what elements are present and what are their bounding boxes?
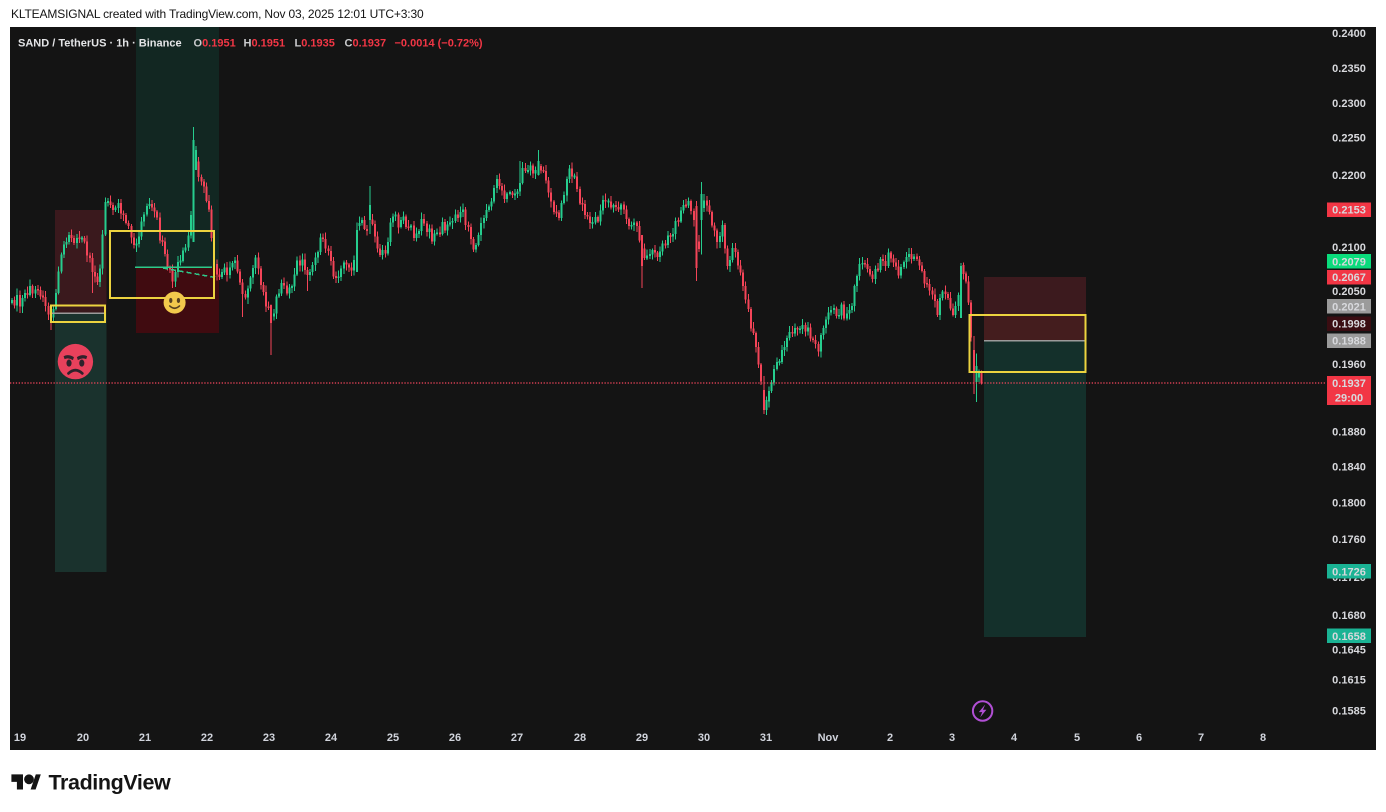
svg-text:0.2153: 0.2153	[1332, 205, 1366, 217]
svg-text:19: 19	[14, 732, 26, 744]
svg-text:0.2350: 0.2350	[1332, 63, 1366, 75]
svg-text:24: 24	[325, 732, 338, 744]
svg-text:28: 28	[574, 732, 586, 744]
svg-text:0.2400: 0.2400	[1332, 28, 1366, 40]
svg-text:0.2050: 0.2050	[1332, 286, 1366, 298]
svg-text:30: 30	[698, 732, 710, 744]
svg-text:0.1658: 0.1658	[1332, 631, 1366, 643]
svg-text:0.2021: 0.2021	[1332, 301, 1366, 313]
svg-text:21: 21	[139, 732, 151, 744]
svg-text:7: 7	[1198, 732, 1204, 744]
svg-text:0.1645: 0.1645	[1332, 645, 1366, 657]
svg-text:23: 23	[263, 732, 275, 744]
svg-text:0.2079: 0.2079	[1332, 257, 1366, 269]
svg-text:29: 29	[636, 732, 648, 744]
svg-text:L0.1935: L0.1935	[295, 38, 335, 50]
svg-text:2: 2	[887, 732, 893, 744]
svg-text:0.1800: 0.1800	[1332, 498, 1366, 510]
svg-text:0.2300: 0.2300	[1332, 98, 1366, 110]
svg-text:25: 25	[387, 732, 399, 744]
svg-text:TradingView: TradingView	[49, 771, 172, 795]
svg-text:0.1937: 0.1937	[1332, 378, 1366, 390]
svg-text:27: 27	[511, 732, 523, 744]
svg-text:5: 5	[1074, 732, 1080, 744]
svg-text:31: 31	[760, 732, 772, 744]
svg-text:0.1880: 0.1880	[1332, 427, 1366, 439]
svg-text:0.1960: 0.1960	[1332, 359, 1366, 371]
svg-text:Nov: Nov	[818, 732, 840, 744]
svg-text:0.2100: 0.2100	[1332, 242, 1366, 254]
svg-text:3: 3	[949, 732, 955, 744]
svg-text:0.1998: 0.1998	[1332, 319, 1366, 331]
svg-text:22: 22	[201, 732, 213, 744]
svg-text:SAND / TetherUS · 1h · Binance: SAND / TetherUS · 1h · Binance	[18, 38, 182, 50]
svg-text:0.1726: 0.1726	[1332, 566, 1366, 578]
svg-text:C0.1937: C0.1937	[345, 38, 387, 50]
svg-text:4: 4	[1011, 732, 1018, 744]
svg-text:6: 6	[1136, 732, 1142, 744]
svg-text:0.2067: 0.2067	[1332, 272, 1366, 284]
svg-text:0.1585: 0.1585	[1332, 705, 1366, 717]
svg-text:H0.1951: H0.1951	[244, 38, 286, 50]
svg-text:0.1615: 0.1615	[1332, 675, 1366, 687]
svg-text:0.2200: 0.2200	[1332, 170, 1366, 182]
svg-text:−0.0014 (−0.72%): −0.0014 (−0.72%)	[395, 38, 483, 50]
svg-text:26: 26	[449, 732, 461, 744]
svg-text:0.1840: 0.1840	[1332, 462, 1366, 474]
svg-text:29:00: 29:00	[1335, 393, 1363, 405]
svg-text:0.1988: 0.1988	[1332, 336, 1366, 348]
svg-text:0.2250: 0.2250	[1332, 133, 1366, 145]
svg-text:O0.1951: O0.1951	[194, 38, 236, 50]
svg-text:0.1760: 0.1760	[1332, 534, 1366, 546]
svg-text:20: 20	[77, 732, 89, 744]
svg-text:0.1680: 0.1680	[1332, 610, 1366, 622]
svg-text:8: 8	[1260, 732, 1266, 744]
